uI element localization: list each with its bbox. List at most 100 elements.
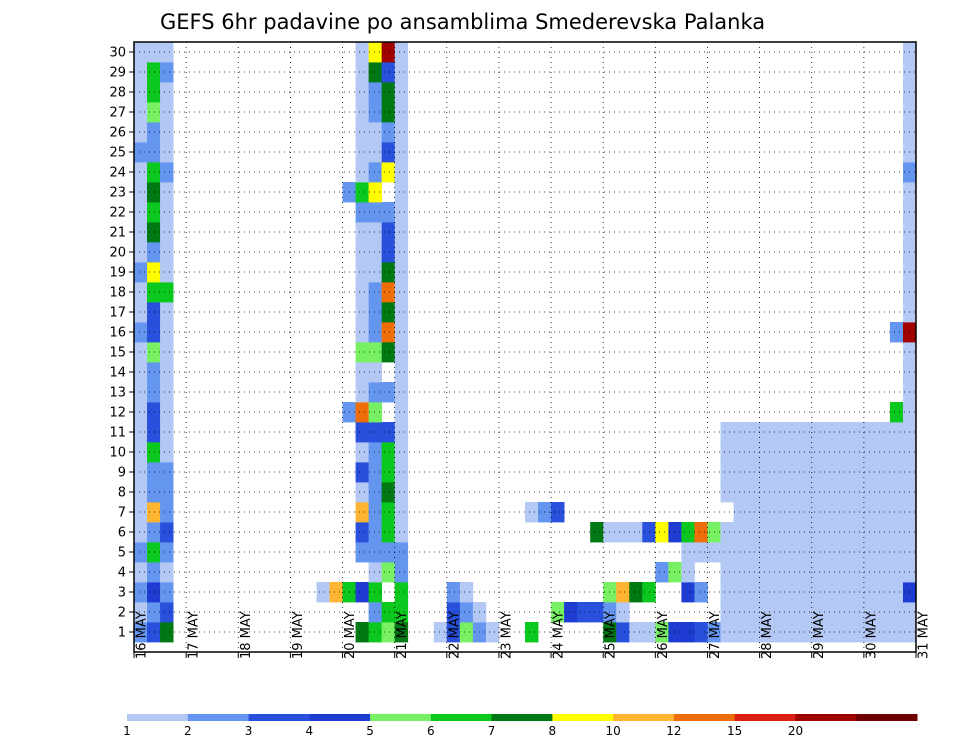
heat-cell bbox=[355, 522, 369, 543]
heat-cell bbox=[889, 462, 904, 483]
heat-cell bbox=[368, 162, 383, 183]
y-tick-label: 5 bbox=[118, 546, 126, 561]
heat-cell bbox=[759, 442, 774, 463]
heat-cell bbox=[368, 422, 383, 443]
y-tick-label: 28 bbox=[109, 86, 126, 101]
heat-cell bbox=[525, 502, 539, 523]
heat-cell bbox=[433, 622, 448, 643]
heat-cell bbox=[889, 542, 904, 563]
heat-cell bbox=[134, 562, 148, 583]
heat-cell bbox=[355, 542, 369, 563]
heat-cell bbox=[134, 502, 148, 523]
heat-cell bbox=[746, 422, 760, 443]
heat-cell bbox=[160, 142, 174, 163]
heat-cell bbox=[798, 422, 813, 443]
y-tick-label: 30 bbox=[109, 46, 126, 61]
heat-cell bbox=[355, 382, 369, 403]
heat-cell bbox=[876, 602, 891, 623]
x-tick-label: 19 MAY bbox=[291, 611, 306, 659]
heat-cell bbox=[394, 62, 409, 83]
heat-cell bbox=[394, 262, 409, 283]
heat-cell bbox=[355, 242, 369, 263]
heat-cell bbox=[824, 502, 839, 523]
heat-cell bbox=[616, 602, 630, 623]
y-tick-label: 6 bbox=[118, 526, 126, 541]
heat-cell bbox=[368, 262, 383, 283]
heat-cell bbox=[629, 622, 643, 643]
grid-layer bbox=[134, 42, 916, 652]
heat-cell bbox=[785, 422, 800, 443]
heat-cell bbox=[785, 542, 800, 563]
heat-cell bbox=[889, 582, 904, 603]
y-tick-label: 11 bbox=[109, 426, 126, 441]
legend-swatch bbox=[430, 714, 493, 721]
heat-cell bbox=[824, 442, 839, 463]
heat-cell bbox=[394, 582, 409, 603]
heat-cell bbox=[850, 622, 865, 643]
heat-cell bbox=[394, 422, 409, 443]
heat-cell bbox=[368, 342, 383, 363]
heat-cell bbox=[655, 622, 669, 643]
x-tick-label: 29 MAY bbox=[812, 611, 827, 659]
plot-frame bbox=[133, 41, 917, 653]
heat-cell bbox=[863, 582, 878, 603]
heat-cell bbox=[746, 522, 760, 543]
heat-cell bbox=[381, 342, 396, 363]
heat-cell bbox=[720, 542, 734, 563]
heat-cell bbox=[811, 582, 826, 603]
legend-label: 8 bbox=[549, 724, 557, 738]
heat-cell bbox=[147, 402, 161, 423]
heat-cell bbox=[147, 362, 161, 383]
heat-cell bbox=[394, 222, 409, 243]
heat-cell bbox=[368, 202, 383, 223]
heat-cell bbox=[759, 562, 774, 583]
heat-cell bbox=[824, 542, 839, 563]
heat-cell bbox=[147, 622, 161, 643]
x-tick-label: 23 MAY bbox=[499, 611, 514, 659]
heat-cell bbox=[134, 622, 148, 643]
legend-label: 12 bbox=[666, 724, 681, 738]
heat-cell bbox=[134, 202, 148, 223]
heat-cell bbox=[368, 282, 383, 303]
heat-cell bbox=[381, 422, 396, 443]
heat-cell bbox=[160, 342, 174, 363]
heat-cell bbox=[160, 562, 174, 583]
heat-cell bbox=[368, 182, 383, 203]
heat-cell bbox=[694, 582, 708, 603]
legend-swatch bbox=[248, 714, 310, 721]
heat-cell bbox=[746, 602, 760, 623]
heat-cell bbox=[394, 622, 409, 643]
heat-cell bbox=[394, 242, 409, 263]
y-tick-label: 24 bbox=[109, 166, 126, 181]
heat-cell bbox=[876, 542, 891, 563]
heat-cell bbox=[316, 582, 330, 603]
cells-layer bbox=[134, 42, 917, 643]
heat-cell bbox=[394, 602, 409, 623]
heat-cell bbox=[811, 542, 826, 563]
heat-cell bbox=[850, 562, 865, 583]
legend-label: 15 bbox=[727, 724, 742, 738]
heat-cell bbox=[160, 622, 174, 643]
heat-cell bbox=[759, 602, 774, 623]
heat-cell bbox=[134, 602, 148, 623]
y-tick-label: 12 bbox=[109, 406, 126, 421]
heat-cell bbox=[134, 322, 148, 343]
legend-label: 2 bbox=[184, 724, 192, 738]
y-tick-label: 3 bbox=[118, 586, 126, 601]
heat-cell bbox=[368, 462, 383, 483]
heat-cell bbox=[446, 602, 461, 623]
x-tick-label: 31 MAY bbox=[917, 611, 932, 659]
heat-cell bbox=[746, 442, 760, 463]
heat-cell bbox=[134, 302, 148, 323]
heat-cell bbox=[381, 382, 396, 403]
heat-cell bbox=[798, 502, 813, 523]
heat-cell bbox=[733, 562, 747, 583]
heat-cell bbox=[694, 622, 708, 643]
heat-cell bbox=[889, 622, 904, 643]
heat-cell bbox=[863, 562, 878, 583]
heat-cell bbox=[590, 602, 604, 623]
heat-cell bbox=[850, 502, 865, 523]
heat-cell bbox=[147, 442, 161, 463]
heat-cell bbox=[160, 222, 174, 243]
heat-cell bbox=[681, 542, 695, 563]
